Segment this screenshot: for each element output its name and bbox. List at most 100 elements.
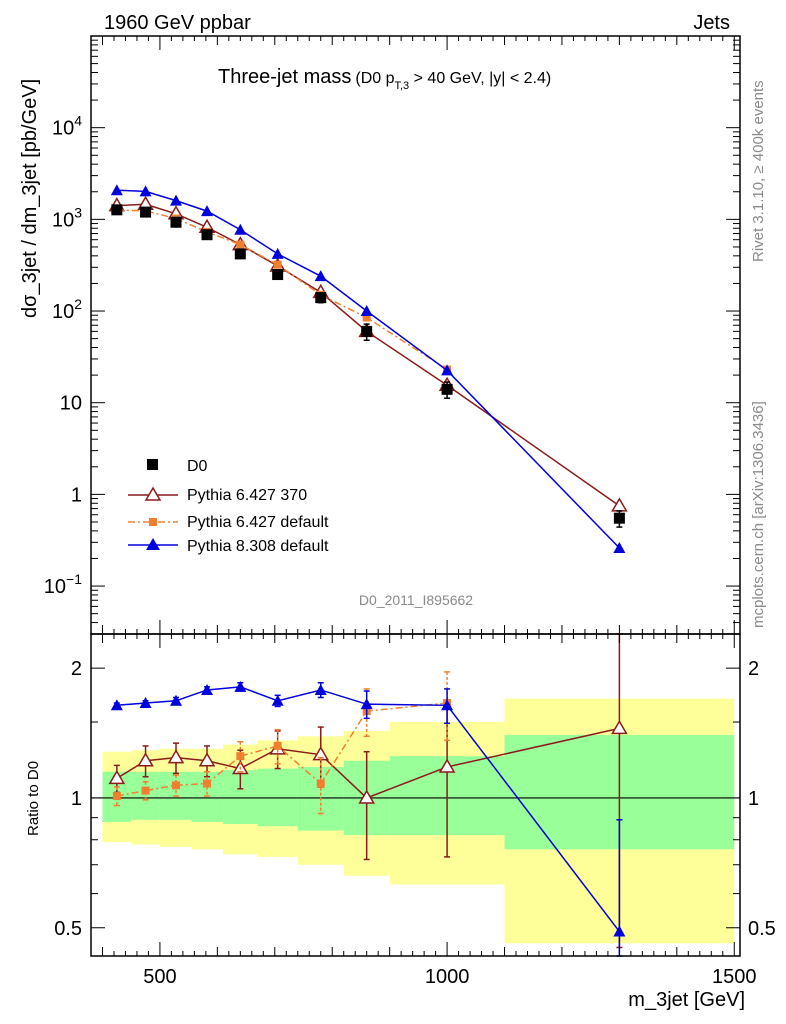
ratio-point-p6_def-4 <box>236 752 245 761</box>
point-p8-8 <box>441 364 454 376</box>
point-p6_def-5 <box>273 260 282 269</box>
x-axis-title: m_3jet [GeV] <box>628 989 745 1011</box>
point-d0-1 <box>140 206 152 218</box>
y-tick-label-4: 103 <box>52 204 82 231</box>
ratio-point-p8-8 <box>441 699 454 711</box>
ratio-point-p8-4 <box>234 680 247 692</box>
chart-title-condition-post: > 40 GeV, |y| < 2.4) <box>409 70 551 87</box>
ratio-point-p6_370-9 <box>611 719 628 735</box>
ratio-point-p6_def-5 <box>273 741 282 750</box>
ratio-tick-label-left-1: 1 <box>71 788 82 810</box>
main-panel-series <box>108 184 628 554</box>
point-p8-5 <box>271 247 284 259</box>
rivet-version-label: Rivet 3.1.10, ≥ 400k events <box>750 80 767 262</box>
ratio-point-p8-2 <box>170 694 183 706</box>
chart-title-main: Three-jet mass <box>218 66 351 88</box>
legend-marker-pythia6-370 <box>144 486 162 501</box>
legend-entry-d0: D0 <box>147 458 208 475</box>
ratio-point-p8-9 <box>613 925 626 937</box>
point-d0-7 <box>361 325 373 337</box>
ratio-point-p6_370-2 <box>167 749 185 764</box>
legend-entry-pythia6-default: Pythia 6.427 default <box>128 514 329 531</box>
ratio-point-p6_370-0 <box>108 769 126 785</box>
ratio-point-p6_370-1 <box>137 752 154 767</box>
point-d0-9 <box>613 512 625 524</box>
point-p8-3 <box>201 205 214 217</box>
ratio-point-p6_def-6 <box>316 779 325 788</box>
y-tick-label-1: 1 <box>71 484 82 506</box>
point-p8-2 <box>170 194 183 206</box>
point-p8-0 <box>110 184 123 196</box>
legend-marker-pythia6-default <box>149 518 157 526</box>
point-p8-6 <box>314 270 327 282</box>
line-p8 <box>116 189 620 549</box>
point-p8-9 <box>613 542 626 554</box>
chart-title: Three-jet mass (D0 pT,3 > 40 GeV, |y| < 2… <box>218 66 551 92</box>
uncertainty-bands <box>102 698 735 944</box>
ratio-point-p6_def-3 <box>203 779 212 788</box>
ratio-point-p6_370-7 <box>358 789 375 804</box>
ratio-tick-label-left-0: 0.5 <box>54 918 82 940</box>
ratio-line-p6_370 <box>116 727 620 799</box>
ratio-plot-frame <box>90 633 741 957</box>
ratio-point-p8-0 <box>110 699 123 711</box>
ratio-point-p8-1 <box>139 697 152 709</box>
ratio-tick-label-right-2: 2 <box>748 658 759 680</box>
x-tick-label-1: 1000 <box>425 966 470 988</box>
legend-label-pythia8-default: Pythia 8.308 default <box>187 538 329 555</box>
point-p8-7 <box>360 305 373 317</box>
svg-text:Three-jet mass(D0 pT,3 > 40 Ge: Three-jet mass (D0 pT,3 > 40 GeV, |y| < 2… <box>218 66 551 92</box>
axis-ticks: 500 1000 1500 10−1 1 10 102 103 104 0.5 0.5 1 1 2 2 <box>44 36 776 988</box>
ratio-y-axis-title: Ratio to D0 <box>25 761 42 836</box>
point-p6_def-4 <box>236 240 245 249</box>
line-p6_def <box>116 209 448 371</box>
x-tick-label-0: 500 <box>143 966 176 988</box>
band-inner-1 <box>131 771 160 820</box>
point-d0-6 <box>315 292 327 304</box>
point-d0-2 <box>170 216 182 228</box>
ratio-point-p8-5 <box>271 694 284 706</box>
y-axis-title: dσ_3jet / dm_3jet [pb/GeV] <box>19 79 41 318</box>
chart-title-condition-sub: T,3 <box>395 80 410 92</box>
legend-label-pythia6-370: Pythia 6.427 370 <box>187 487 307 504</box>
analysis-id-watermark: D0_2011_I895662 <box>359 592 473 608</box>
ratio-point-p6_def-0 <box>112 792 121 801</box>
ratio-tick-label-right-0: 0.5 <box>748 918 776 940</box>
legend: D0 Pythia 6.427 370 Pythia 6.427 default… <box>128 458 329 555</box>
ratio-point-p6_370-3 <box>198 752 216 767</box>
y-tick-label-2: 10 <box>60 393 82 415</box>
point-d0-5 <box>272 269 284 281</box>
ratio-point-p8-3 <box>201 683 214 695</box>
point-d0-4 <box>234 248 246 260</box>
ratio-line-p6_def <box>116 702 448 797</box>
y-tick-label-0: 10−1 <box>44 571 82 598</box>
ratio-point-p6_370-8 <box>438 758 456 773</box>
point-d0-3 <box>201 229 213 241</box>
header-energy-label: 1960 GeV ppbar <box>104 12 251 34</box>
legend-entry-pythia8-default: Pythia 8.308 default <box>128 538 329 555</box>
point-p6_def-7 <box>362 313 371 322</box>
y-tick-label-3: 102 <box>52 296 82 323</box>
ratio-line-p8 <box>116 686 620 932</box>
point-p8-4 <box>234 223 247 235</box>
ratio-panel-series <box>108 633 628 957</box>
legend-label-pythia6-default: Pythia 6.427 default <box>187 514 329 531</box>
point-p6_370-9 <box>611 497 628 512</box>
ratio-tick-label-left-2: 2 <box>71 658 82 680</box>
header-category-label: Jets <box>693 12 730 34</box>
y-tick-label-5: 104 <box>52 113 82 140</box>
point-p8-1 <box>139 185 152 197</box>
ratio-tick-label-right-1: 1 <box>748 788 759 810</box>
mcplots-reference-label: mcplots.cern.ch [arXiv:1306.3436] <box>750 401 767 628</box>
legend-marker-d0 <box>147 459 158 470</box>
ratio-point-p6_def-2 <box>172 781 181 790</box>
ratio-point-p6_def-1 <box>141 786 150 795</box>
point-d0-0 <box>111 204 123 216</box>
legend-entry-pythia6-370: Pythia 6.427 370 <box>128 486 307 504</box>
x-tick-label-2: 1500 <box>712 966 757 988</box>
point-d0-8 <box>441 383 453 395</box>
legend-label-d0: D0 <box>187 458 208 475</box>
chart-title-condition-pre: (D0 p <box>355 70 394 87</box>
ratio-point-p8-7 <box>360 698 373 710</box>
